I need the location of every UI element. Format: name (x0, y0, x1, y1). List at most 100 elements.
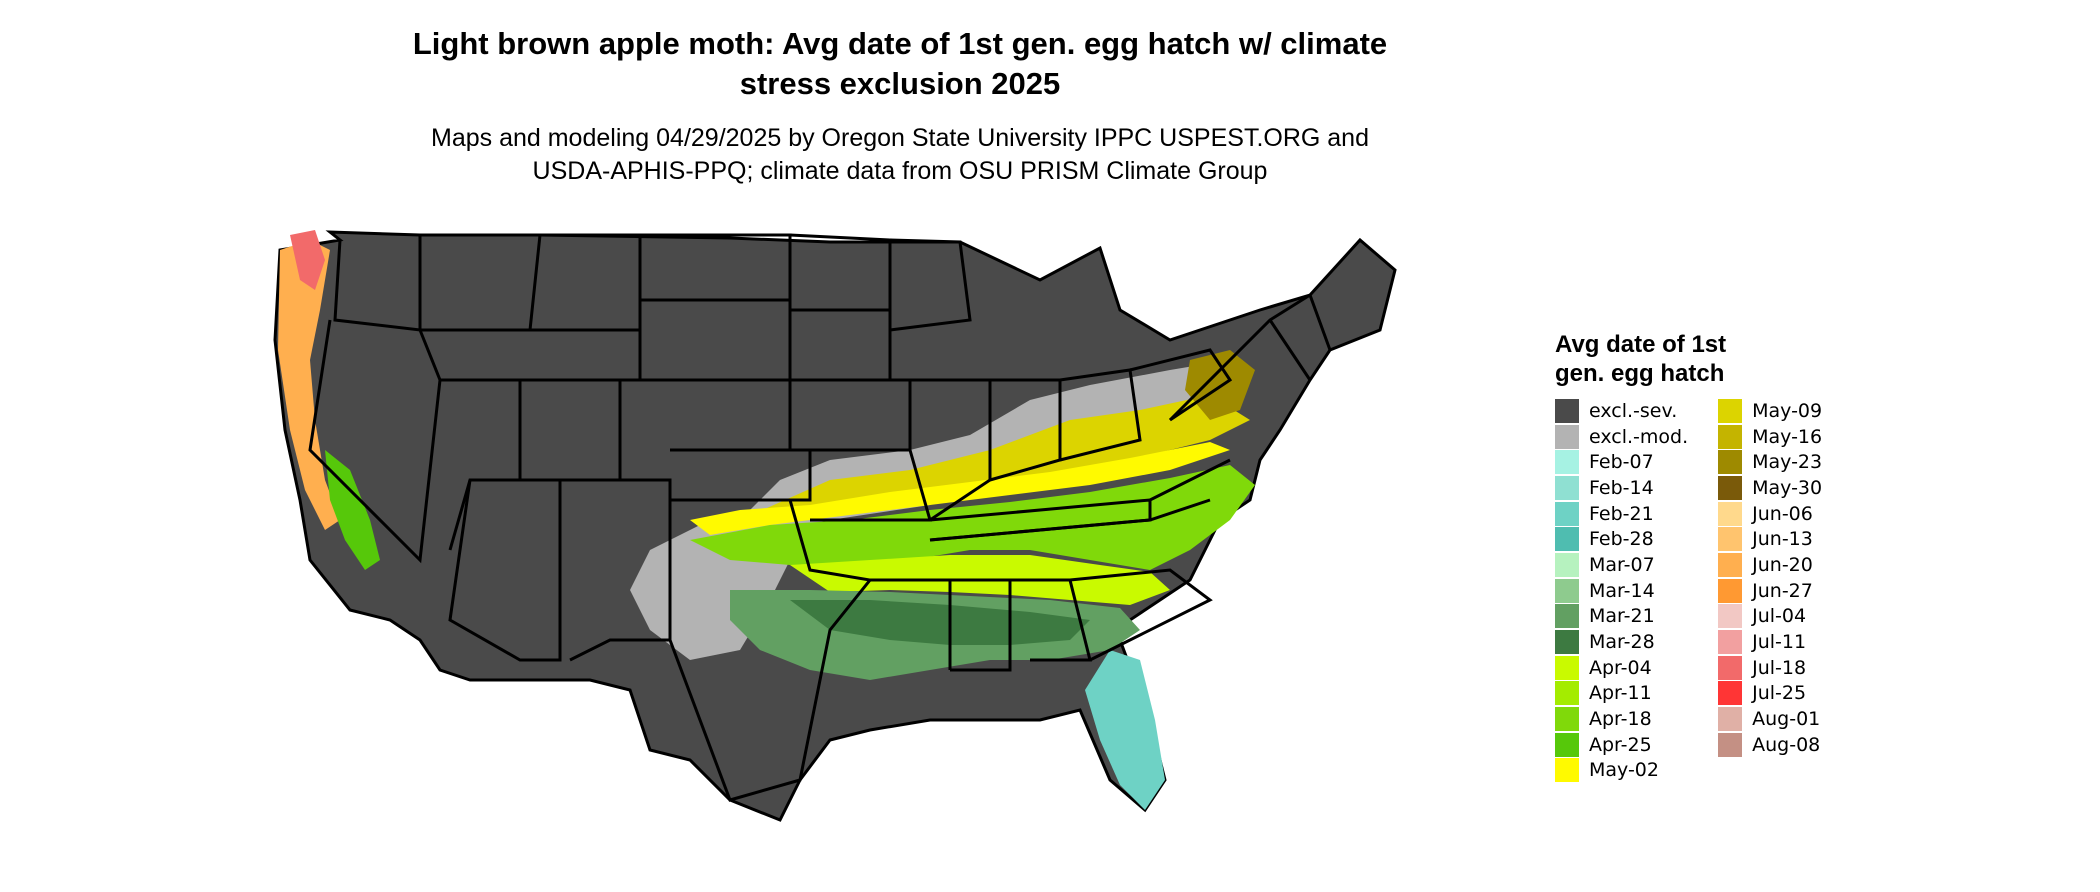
legend-item: Feb-21 (1555, 501, 1688, 527)
legend-label: Feb-14 (1589, 476, 1654, 499)
legend-swatch (1555, 527, 1579, 552)
zone-feb-florida (1085, 650, 1165, 810)
legend-swatch (1555, 630, 1579, 655)
legend-item: Jul-25 (1718, 681, 1822, 707)
legend-swatch (1555, 578, 1579, 603)
legend-swatch (1718, 655, 1743, 680)
legend-item: Feb-14 (1555, 475, 1688, 501)
legend-item: Mar-21 (1555, 604, 1688, 630)
legend-label: Feb-21 (1589, 502, 1654, 525)
legend-swatch (1555, 707, 1579, 732)
legend-swatch (1718, 501, 1743, 526)
legend-item: excl.-sev. (1555, 398, 1688, 424)
legend-swatch (1555, 681, 1579, 706)
legend-swatch (1555, 758, 1579, 783)
legend-swatch (1555, 475, 1579, 500)
legend-item: Jun-13 (1718, 526, 1822, 552)
legend-swatch (1718, 681, 1743, 706)
legend-item: Jun-27 (1718, 578, 1822, 604)
legend: Avg date of 1st gen. egg hatch excl.-sev… (1555, 330, 1875, 783)
legend-label: May-09 (1752, 399, 1823, 422)
legend-item: Feb-28 (1555, 526, 1688, 552)
legend-item: Apr-04 (1555, 655, 1688, 681)
legend-label: Jun-27 (1752, 579, 1813, 602)
legend-swatch (1718, 630, 1743, 655)
legend-item: Jun-06 (1718, 501, 1822, 527)
legend-swatch (1555, 398, 1579, 423)
legend-item: Mar-07 (1555, 552, 1688, 578)
legend-swatch (1555, 552, 1579, 577)
legend-label: Jul-18 (1752, 656, 1807, 679)
legend-label: May-02 (1589, 759, 1659, 782)
legend-swatch (1718, 552, 1743, 577)
legend-item: May-30 (1718, 475, 1822, 501)
legend-label: Jul-11 (1752, 631, 1807, 654)
legend-item: May-16 (1718, 424, 1822, 450)
legend-item: May-09 (1718, 398, 1822, 424)
legend-label: Aug-08 (1752, 733, 1821, 756)
legend-swatch (1718, 450, 1743, 475)
legend-label: excl.-sev. (1589, 399, 1678, 422)
state-borders (308, 233, 1332, 802)
legend-label: Jul-25 (1752, 682, 1807, 705)
legend-label: May-23 (1752, 451, 1823, 474)
legend-label: Mar-21 (1589, 605, 1655, 628)
legend-label: Apr-11 (1589, 682, 1652, 705)
map-subtitle: Maps and modeling 04/29/2025 by Oregon S… (431, 124, 1369, 185)
us-map-svg (273, 230, 1397, 822)
legend-swatch (1555, 655, 1579, 680)
legend-label: Mar-07 (1589, 553, 1655, 576)
zone-may-band (740, 395, 1250, 520)
legend-swatch (1718, 707, 1743, 732)
legend-item: Aug-08 (1718, 732, 1822, 758)
legend-swatch (1718, 604, 1743, 629)
legend-swatch (1555, 501, 1579, 526)
map-title: Light brown apple moth: Avg date of 1st … (412, 26, 1388, 101)
legend-swatch (1718, 398, 1743, 423)
legend-item: Apr-18 (1555, 706, 1688, 732)
legend-label: Feb-07 (1589, 451, 1654, 474)
legend-item: May-23 (1718, 449, 1822, 475)
legend-label: Mar-14 (1589, 579, 1655, 602)
legend-item: Jul-04 (1718, 604, 1822, 630)
legend-item: Apr-11 (1555, 681, 1688, 707)
legend-item: excl.-mod. (1555, 424, 1688, 450)
legend-swatch (1555, 604, 1579, 629)
legend-swatch (1555, 732, 1579, 757)
legend-label: May-30 (1752, 476, 1823, 499)
legend-item: May-02 (1555, 758, 1688, 784)
legend-item: Jul-11 (1718, 629, 1822, 655)
legend-item: Mar-28 (1555, 629, 1688, 655)
zone-mar-28-band (790, 600, 1090, 645)
legend-item: Apr-25 (1555, 732, 1688, 758)
legend-item: Mar-14 (1555, 578, 1688, 604)
legend-swatch (1718, 424, 1743, 449)
legend-label: May-16 (1752, 425, 1823, 448)
legend-columns: excl.-sev. excl.-mod. Feb-07 Feb-14 Feb-21 Fe… (1555, 398, 1875, 783)
legend-label: Jun-06 (1752, 502, 1813, 525)
legend-swatch (1555, 450, 1579, 475)
zone-west-coast (278, 240, 340, 530)
legend-item: Feb-07 (1555, 449, 1688, 475)
us-map (270, 220, 1530, 890)
legend-swatch (1718, 527, 1743, 552)
zone-may-02-band (690, 442, 1230, 535)
legend-label: Mar-28 (1589, 631, 1655, 654)
legend-label: Jun-20 (1752, 553, 1813, 576)
legend-swatch (1718, 732, 1743, 757)
legend-title: Avg date of 1st gen. egg hatch (1555, 331, 1727, 387)
legend-label: excl.-mod. (1589, 425, 1689, 448)
legend-item: Jul-18 (1718, 655, 1822, 681)
legend-item: Jun-20 (1718, 552, 1822, 578)
legend-column-1: excl.-sev. excl.-mod. Feb-07 Feb-14 Feb-21 Fe… (1555, 398, 1688, 783)
legend-swatch (1555, 424, 1579, 449)
legend-label: Jun-13 (1752, 528, 1813, 551)
legend-swatch (1718, 578, 1743, 603)
legend-swatch (1718, 475, 1743, 500)
legend-label: Jul-04 (1752, 605, 1807, 628)
legend-label: Apr-04 (1589, 656, 1652, 679)
legend-item: Aug-01 (1718, 706, 1822, 732)
legend-label: Feb-28 (1589, 528, 1654, 551)
legend-label: Aug-01 (1752, 708, 1821, 731)
legend-label: Apr-18 (1589, 708, 1652, 731)
